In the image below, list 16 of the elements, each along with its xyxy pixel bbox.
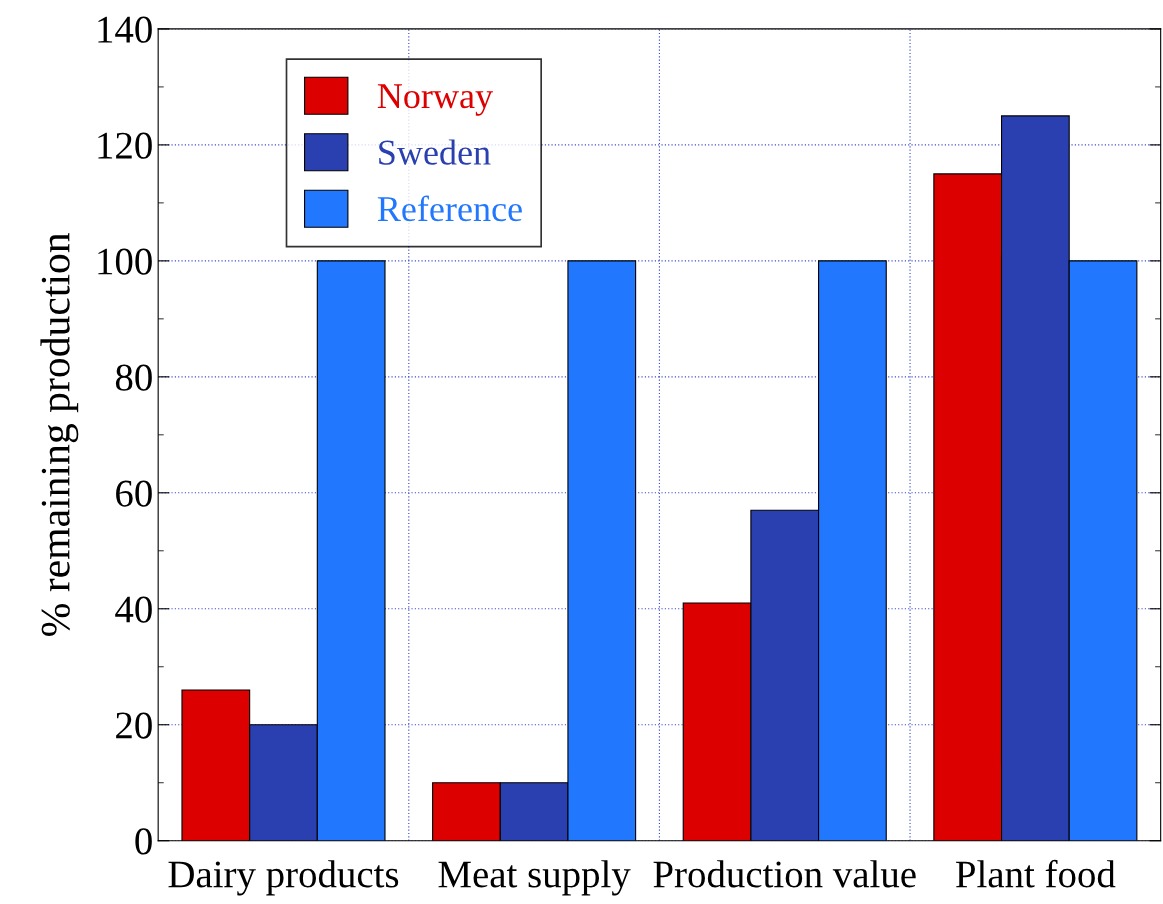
x-tick-label: Dairy products	[168, 860, 399, 896]
x-tick-label: Meat supply	[438, 860, 631, 896]
legend-label: Sweden	[379, 139, 491, 165]
x-tick-label: Production value	[653, 860, 916, 888]
y-tick-label: 40	[115, 596, 152, 623]
y-tick-label: 120	[98, 132, 152, 159]
legend-label: Norway	[377, 84, 493, 116]
y-axis-title: % remaining production	[40, 232, 79, 636]
y-tick-label: 140	[98, 16, 152, 43]
y-tick-label: 60	[116, 480, 152, 507]
y-tick-label: 0	[135, 828, 152, 855]
y-tick-label: 20	[116, 712, 152, 739]
y-tick-label: 80	[115, 364, 152, 391]
x-tick-label: Plant food	[956, 859, 1116, 888]
legend-label: Reference	[377, 195, 522, 222]
y-tick-label: 100	[98, 248, 152, 275]
